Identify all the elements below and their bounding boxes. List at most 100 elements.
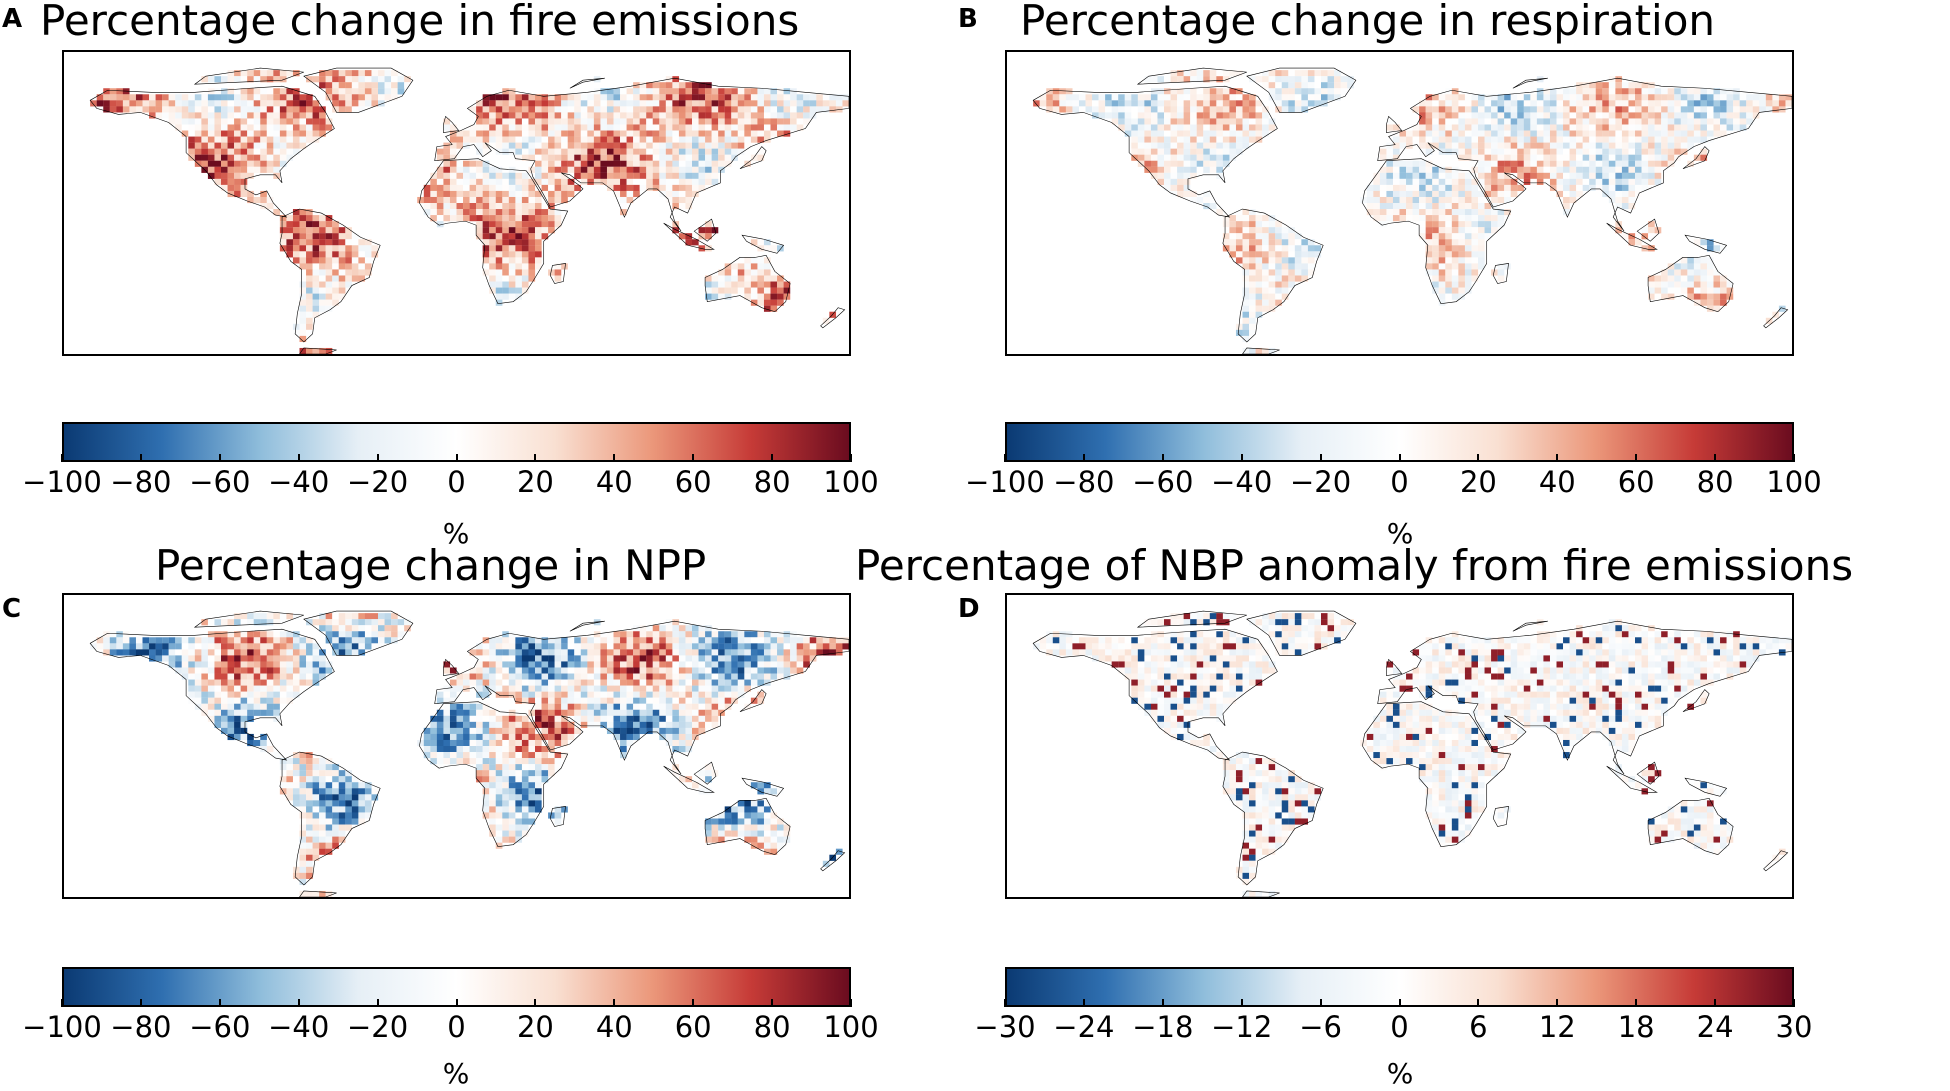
- map-grid-cell: [495, 727, 503, 735]
- map-grid-cell: [1078, 100, 1086, 107]
- map-grid-cell: [332, 293, 339, 300]
- map-grid-cell: [358, 82, 366, 89]
- map-grid-cell: [535, 196, 542, 204]
- map-grid-cell: [1281, 76, 1289, 83]
- map-grid-cell: [698, 88, 706, 95]
- map-grid-cell: [1700, 263, 1708, 270]
- map-grid-cell: [1268, 269, 1276, 276]
- map-grid-cell: [384, 631, 392, 638]
- map-grid-cell: [711, 178, 719, 185]
- map-grid-cell: [476, 142, 483, 149]
- map-grid-cell: [1177, 130, 1184, 137]
- map-grid-cell: [1589, 184, 1596, 192]
- map-grid-cell: [541, 233, 549, 240]
- map-grid-cell: [705, 655, 712, 662]
- map-grid-cell: [489, 715, 496, 722]
- map-grid-cell: [685, 655, 693, 662]
- map-grid-cell: [1419, 124, 1426, 131]
- map-grid-cell: [652, 649, 660, 656]
- map-grid-cell: [1693, 154, 1701, 161]
- map-grid-cell: [672, 112, 680, 119]
- map-grid-cell: [567, 112, 575, 119]
- map-grid-cell: [1706, 94, 1714, 101]
- map-grid-cell: [1065, 94, 1073, 101]
- map-grid-cell: [705, 661, 712, 668]
- map-grid-cell: [234, 703, 241, 710]
- map-grid-cell: [1445, 196, 1452, 204]
- map-grid-cell: [247, 118, 254, 125]
- map-grid-cell: [253, 643, 261, 650]
- map-grid-cell: [750, 673, 758, 680]
- map-grid-cell: [737, 100, 745, 107]
- map-grid-cell: [600, 106, 608, 113]
- map-grid-cell: [1556, 112, 1564, 119]
- map-grid-cell: [332, 82, 339, 89]
- map-grid-cell: [1164, 154, 1171, 161]
- map-grid-cell: [763, 305, 771, 312]
- map-grid-cell: [692, 88, 699, 95]
- map-grid-cell: [1432, 136, 1439, 143]
- map-grid-cell: [273, 697, 280, 704]
- map-grid-cell: [1170, 88, 1178, 95]
- map-grid-cell: [1406, 203, 1413, 210]
- map-grid-cell: [1602, 82, 1609, 89]
- map-grid-cell: [234, 94, 241, 101]
- map-grid-cell: [221, 160, 228, 167]
- map-grid-cell: [633, 172, 640, 179]
- map-grid-cell: [1157, 118, 1165, 125]
- map-grid-cell: [515, 281, 523, 288]
- map-grid-cell: [384, 637, 392, 644]
- map-grid-cell: [705, 82, 712, 89]
- map-grid-cell: [1321, 100, 1328, 107]
- map-grid-cell: [502, 685, 509, 692]
- map-grid-cell: [1641, 148, 1649, 155]
- map-grid-cell: [482, 709, 490, 716]
- map-grid-cell: [626, 148, 634, 155]
- map-grid-cell: [1255, 287, 1263, 294]
- map-grid-cell: [646, 673, 653, 680]
- map-grid-cell: [227, 76, 235, 83]
- map-grid-cell: [175, 124, 182, 131]
- map-grid-cell: [351, 239, 359, 246]
- map-grid-cell: [423, 739, 431, 747]
- map-grid-cell: [306, 347, 313, 354]
- map-grid-cell: [600, 118, 608, 125]
- map-grid-cell: [515, 679, 523, 686]
- map-grid-cell: [1667, 100, 1675, 107]
- map-grid-cell: [397, 82, 405, 89]
- map-grid-cell: [508, 631, 516, 638]
- map-grid-cell: [286, 118, 294, 125]
- map-grid-cell: [535, 227, 542, 234]
- map-grid-cell: [1497, 154, 1505, 161]
- map-grid-cell: [574, 643, 581, 650]
- map-grid-cell: [1157, 124, 1165, 131]
- map-grid-cell: [188, 649, 195, 656]
- map-grid-cell: [508, 721, 516, 728]
- map-grid-cell: [613, 661, 621, 668]
- map-grid-cell: [168, 661, 176, 668]
- map-grid-cell: [449, 172, 457, 179]
- map-grid-cell: [692, 643, 699, 650]
- map-grid-cell: [672, 721, 680, 728]
- map-grid-cell: [600, 142, 608, 149]
- map-grid-cell: [463, 679, 470, 686]
- map-grid-cell: [338, 625, 346, 632]
- map-grid-cell: [613, 655, 621, 662]
- map-grid-cell: [606, 112, 614, 119]
- map-grid-cell: [279, 106, 287, 113]
- map-grid-cell: [162, 94, 169, 101]
- map-grid-cell: [1183, 166, 1191, 173]
- map-grid-cell: [240, 613, 248, 620]
- colorbar-tick-mark: [297, 454, 300, 462]
- map-grid-cell: [1713, 281, 1721, 288]
- map-grid-cell: [698, 643, 706, 650]
- map-grid-cell: [757, 281, 765, 288]
- map-grid-cell: [332, 257, 339, 264]
- map-grid-cell: [1249, 263, 1256, 270]
- map-grid-cell: [1157, 130, 1165, 137]
- map-grid-cell: [214, 619, 222, 626]
- map-grid-cell: [1438, 269, 1446, 276]
- map-grid-cell: [207, 685, 215, 692]
- map-grid-cell: [371, 625, 379, 632]
- map-grid-cell: [391, 82, 398, 89]
